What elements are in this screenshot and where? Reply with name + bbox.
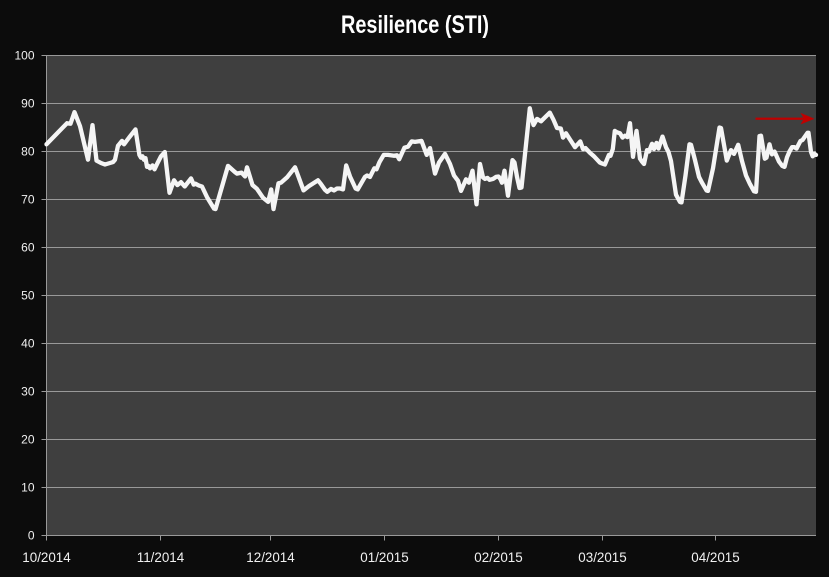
svg-text:10: 10 xyxy=(21,480,35,494)
svg-text:70: 70 xyxy=(21,192,35,206)
svg-text:12/2014: 12/2014 xyxy=(246,550,295,565)
svg-text:90: 90 xyxy=(21,96,35,110)
svg-text:80: 80 xyxy=(21,144,35,158)
svg-text:11/2014: 11/2014 xyxy=(137,550,185,565)
svg-text:01/2015: 01/2015 xyxy=(360,550,408,565)
svg-text:02/2015: 02/2015 xyxy=(474,550,522,565)
svg-text:20: 20 xyxy=(21,432,35,446)
svg-text:10/2014: 10/2014 xyxy=(22,550,71,565)
svg-text:60: 60 xyxy=(21,240,35,254)
svg-text:03/2015: 03/2015 xyxy=(578,550,626,565)
svg-text:04/2015: 04/2015 xyxy=(691,550,739,565)
svg-text:50: 50 xyxy=(21,288,35,302)
svg-text:100: 100 xyxy=(14,48,34,62)
svg-text:30: 30 xyxy=(21,384,35,398)
svg-text:0: 0 xyxy=(28,528,35,542)
svg-text:40: 40 xyxy=(21,336,35,350)
svg-text:Resilience (STI): Resilience (STI) xyxy=(341,11,489,39)
